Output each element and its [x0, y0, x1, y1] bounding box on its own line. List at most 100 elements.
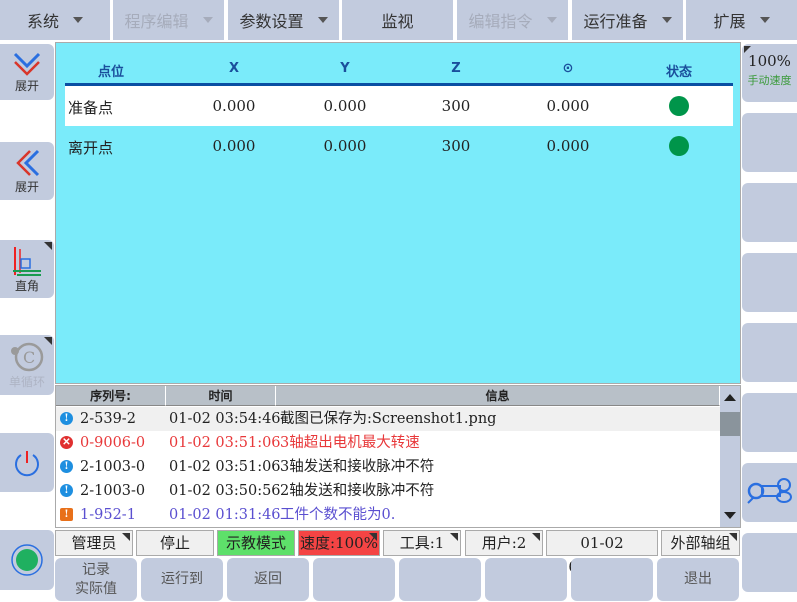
log-code: 2-1003-0: [80, 459, 146, 475]
points-panel: 点位 X Y Z ⊙ 状态 准备点 0.000 0.000 300 0.000 离开点 0…: [55, 42, 741, 384]
menu-5[interactable]: 运行准备: [572, 0, 683, 40]
point-name: 离开点: [68, 139, 114, 157]
info-icon: !: [60, 412, 73, 425]
message-log: 序列号: 时间 信息 ! 2-539-2 01-02 03:54:46 截图已保…: [55, 385, 741, 528]
bottom-button-3[interactable]: [313, 558, 395, 601]
log-time: 01-02 01:31:46: [169, 507, 281, 523]
manual-speed-button[interactable]: 100% 手动速度: [742, 44, 797, 102]
point-row[interactable]: 准备点 0.000 0.000 300 0.000: [65, 86, 733, 126]
tool-text: 工具:1: [399, 534, 445, 552]
col-serial: 序列号:: [56, 386, 166, 406]
user-level[interactable]: 管理员: [55, 530, 133, 556]
scroll-thumb[interactable]: [720, 412, 740, 436]
point-z: 300: [441, 137, 471, 155]
right-button-6[interactable]: [742, 393, 797, 452]
log-time: 01-02 03:50:56: [169, 483, 281, 499]
log-row[interactable]: ! 2-1003-0 01-02 03:51:06 3轴发送和接收脉冲不符: [56, 455, 720, 479]
ext-axis-group[interactable]: 外部轴组: [661, 530, 740, 556]
bottom-button-1[interactable]: 运行到: [141, 558, 223, 601]
point-r: 0.000: [546, 97, 590, 115]
log-msg: 截图已保存为:Screenshot1.png: [280, 411, 497, 427]
right-button-4[interactable]: [742, 253, 797, 312]
info-icon: !: [60, 484, 73, 497]
bottom-button-7[interactable]: 退出: [657, 558, 739, 601]
log-code: 0-9006-0: [80, 435, 146, 451]
speed-indicator[interactable]: 速度:100%: [298, 530, 380, 556]
record-icon: [11, 544, 43, 576]
bottom-button-0[interactable]: 记录 实际值: [55, 558, 137, 601]
expand-button-2[interactable]: 展开: [0, 142, 54, 200]
bottom-button-5[interactable]: [485, 558, 567, 601]
point-row[interactable]: 离开点 0.000 0.000 300 0.000: [65, 126, 733, 166]
bottom-button-4[interactable]: [399, 558, 481, 601]
log-row[interactable]: ! 1-952-1 01-02 01:31:46 工件个数不能为0.: [56, 503, 720, 527]
point-x: 0.000: [212, 97, 256, 115]
bottom-button-6[interactable]: [571, 558, 653, 601]
robot-teach-button[interactable]: [742, 463, 797, 522]
speed-value: 100%: [748, 52, 791, 70]
tool-selector[interactable]: 工具:1: [383, 530, 461, 556]
menu-1[interactable]: 程序编辑: [113, 0, 224, 40]
status-dot: [669, 136, 689, 156]
right-button-5[interactable]: [742, 323, 797, 382]
info-icon: !: [60, 460, 73, 473]
log-code: 2-539-2: [80, 411, 136, 427]
menu-2[interactable]: 参数设置: [228, 0, 339, 40]
cycle-icon: C: [11, 342, 44, 371]
dropdown-arrow-icon: [73, 17, 83, 23]
user-coord-text: 用户:2: [481, 534, 527, 552]
power-icon: [15, 450, 39, 476]
bottom-button-label: 记录 实际值: [75, 561, 117, 597]
user-level-text: 管理员: [71, 534, 117, 552]
mode-text: 示教模式: [225, 534, 286, 552]
status-dot: [669, 96, 689, 116]
expand-button-1[interactable]: 展开: [0, 44, 54, 100]
log-msg: 3轴超出电机最大转速: [280, 435, 420, 451]
menu-3[interactable]: 监视: [342, 0, 453, 40]
power-button[interactable]: [0, 433, 54, 492]
scroll-down-icon[interactable]: [724, 512, 736, 519]
log-msg: 工件个数不能为0.: [280, 507, 396, 523]
cycle-button[interactable]: C 单循环: [0, 335, 54, 395]
speed-text: 速度:100%: [300, 534, 378, 552]
coord-button[interactable]: 直角: [0, 240, 54, 298]
log-row[interactable]: ! 2-1003-0 01-02 03:50:56 2轴发送和接收脉冲不符: [56, 479, 720, 503]
log-time: 01-02 03:51:06: [169, 459, 281, 475]
col-time: 时间: [166, 386, 276, 406]
log-time: 01-02 03:54:46: [169, 411, 281, 427]
right-button-3[interactable]: [742, 183, 797, 242]
expand-label: 展开: [14, 78, 39, 93]
menu-4[interactable]: 编辑指令: [457, 0, 568, 40]
coord-label: 直角: [14, 278, 39, 293]
menu-label: 编辑指令: [468, 12, 533, 31]
log-row[interactable]: ✕ 0-9006-0 01-02 03:51:06 3轴超出电机最大转速: [56, 431, 720, 455]
start-button[interactable]: [0, 530, 54, 590]
point-y: 0.000: [323, 137, 367, 155]
menu-label: 参数设置: [239, 12, 304, 31]
robot-hand-icon: [746, 477, 792, 504]
error-icon: ✕: [60, 436, 73, 449]
log-row[interactable]: ! 2-539-2 01-02 03:54:46 截图已保存为:Screensh…: [56, 407, 720, 431]
dropdown-arrow-icon: [759, 17, 770, 23]
cycle-label: 单循环: [8, 374, 45, 389]
col-info: 信息: [276, 386, 720, 406]
points-header-0: 点位: [97, 65, 124, 80]
log-msg: 2轴发送和接收脉冲不符: [280, 483, 435, 499]
bottom-button-2[interactable]: 返回: [227, 558, 309, 601]
dropdown-arrow-icon: [317, 17, 328, 23]
coordinate-axes-icon: [13, 246, 41, 276]
menu-0[interactable]: 系统: [0, 0, 110, 40]
log-scrollbar[interactable]: [720, 386, 740, 527]
scroll-up-icon[interactable]: [724, 394, 736, 401]
bottom-button-label: 运行到: [161, 571, 203, 587]
ext-axis-text: 外部轴组: [670, 534, 731, 552]
point-name: 准备点: [68, 99, 114, 117]
user-coord-selector[interactable]: 用户:2: [465, 530, 543, 556]
point-x: 0.000: [212, 137, 256, 155]
dropdown-arrow-icon: [661, 17, 672, 23]
menu-6[interactable]: 扩展: [686, 0, 797, 40]
right-button-2[interactable]: [742, 113, 797, 172]
right-button-8[interactable]: [742, 533, 797, 592]
menu-label: 扩展: [713, 12, 746, 31]
bottom-button-label: 返回: [254, 571, 282, 587]
